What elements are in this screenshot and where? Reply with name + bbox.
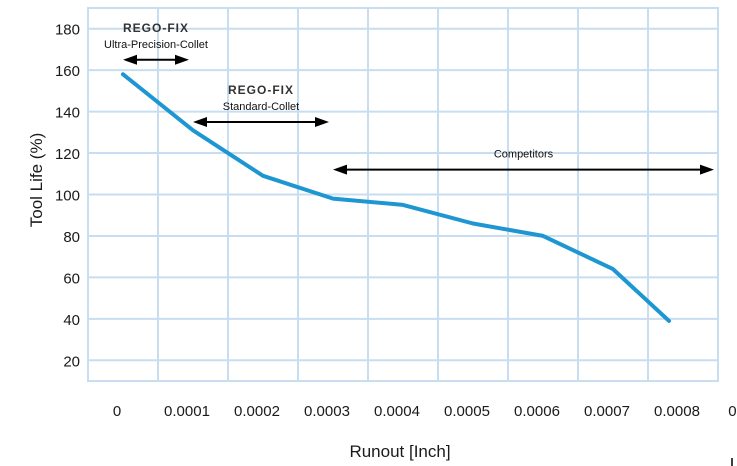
series-layer xyxy=(121,72,671,323)
y-tick-label: 140 xyxy=(55,105,80,122)
y-tick-label: 60 xyxy=(63,270,80,287)
y-tick-label: 100 xyxy=(55,188,80,205)
range-annotation: Competitors xyxy=(333,149,714,175)
y-tick-label: 20 xyxy=(63,353,80,370)
x-tick-label: 0.0005 xyxy=(444,403,490,420)
y-tick-labels: 20 40 60 80 100 120 140 160 180 xyxy=(55,22,80,371)
annotations-layer: REGO-FIX Ultra-Precision-Collet REGO-FIX St… xyxy=(104,21,714,175)
x-tick-label: 0.0004 xyxy=(374,403,420,420)
x-tick-label: 0.0008 xyxy=(654,403,700,420)
grid xyxy=(87,7,719,382)
arrow-head-right xyxy=(175,54,189,65)
y-axis-title: Tool Life (%) xyxy=(27,133,46,227)
x-tick-label: 0.0006 xyxy=(514,403,560,420)
range-annotation: REGO-FIX Standard-Collet xyxy=(193,83,329,127)
x-tick-label: 0.0003 xyxy=(304,403,350,420)
y-tick-label: 80 xyxy=(63,229,80,246)
annotation-label: Standard-Collet xyxy=(223,101,299,113)
x-tick-labels: 0 0.0001 0.0002 0.0003 0.0004 0.0005 0.0006 0.0… xyxy=(113,403,737,420)
y-tick-label: 180 xyxy=(55,22,80,39)
x-tick-label: 0.0001 xyxy=(164,403,210,420)
annotation-label: Ultra-Precision-Collet xyxy=(104,39,208,51)
x-tick-label: 0.001 xyxy=(728,403,737,420)
annotation-label: Competitors xyxy=(494,149,554,161)
brand-label: REGO-FIX xyxy=(123,21,189,35)
brand-label: REGO-FIX xyxy=(228,83,294,97)
x-tick-label: 0 xyxy=(113,403,121,420)
range-annotation: REGO-FIX Ultra-Precision-Collet xyxy=(104,21,208,65)
arrow-head-right xyxy=(315,116,329,127)
x-tick-label: 0.0002 xyxy=(234,403,280,420)
arrow-head-left xyxy=(333,164,347,175)
y-tick-label: 160 xyxy=(55,63,80,80)
y-tick-label: 120 xyxy=(55,146,80,163)
arrow-head-left xyxy=(193,116,207,127)
arrow-head-right xyxy=(700,164,714,175)
y-tick-label: 40 xyxy=(63,312,80,329)
arrow-head-left xyxy=(123,54,137,65)
x-axis-title: Runout [Inch] xyxy=(349,442,450,461)
series-line xyxy=(121,72,671,323)
x-tick-label: 0.0007 xyxy=(584,403,630,420)
